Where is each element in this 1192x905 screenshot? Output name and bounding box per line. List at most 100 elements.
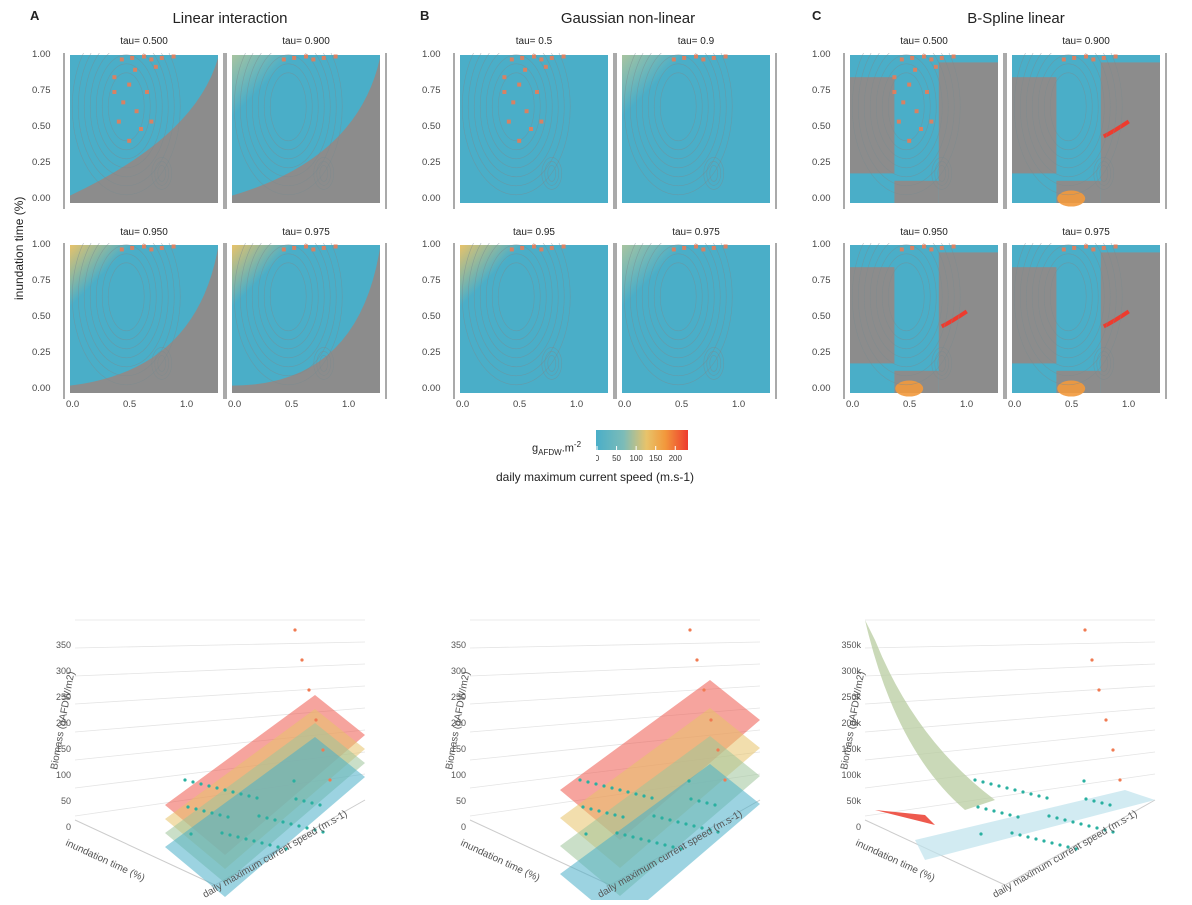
observation-point — [919, 127, 924, 131]
y-tick-label: 0.50 — [32, 311, 51, 322]
contour-line — [623, 53, 733, 196]
observation-point — [539, 247, 544, 252]
observation-point — [333, 54, 338, 59]
observation-point — [171, 244, 176, 249]
observation-point — [532, 54, 536, 59]
observation-point — [276, 845, 280, 849]
facet-plot — [63, 53, 225, 209]
contour-line — [245, 53, 331, 178]
observation-point — [692, 824, 696, 828]
observation-point — [149, 57, 154, 62]
contour-line — [316, 351, 332, 376]
contour-line — [1019, 243, 1117, 377]
observation-point — [605, 811, 609, 815]
density-contours — [851, 243, 961, 386]
observation-point — [924, 90, 929, 94]
z-tick-label: 200k — [841, 718, 861, 728]
contour-line — [544, 161, 560, 186]
contour-line — [485, 54, 547, 160]
x-axis-label-3d: inundation time (%) — [64, 838, 147, 884]
observation-point — [688, 628, 692, 632]
observation-point — [907, 82, 912, 87]
observation-point — [127, 82, 132, 87]
observation-point — [910, 55, 915, 60]
observation-point — [139, 127, 144, 131]
x-tick-label: 0.0 — [228, 399, 242, 410]
out-of-range-area — [232, 247, 380, 393]
observation-point — [202, 809, 206, 813]
contour-line — [934, 351, 950, 376]
observation-point — [676, 820, 680, 824]
grid-line — [74, 685, 366, 705]
x-tick-label: 0.5 — [674, 399, 689, 410]
observation-point — [318, 803, 322, 807]
y-tick-label: 1.00 — [32, 49, 51, 60]
z-tick-label: 100 — [56, 770, 71, 780]
contour-line — [1093, 157, 1115, 190]
observation-point — [284, 847, 288, 851]
z-tick-label: 150k — [841, 744, 861, 754]
observation-point — [1074, 847, 1078, 851]
observation-point — [989, 782, 993, 786]
observation-point — [321, 830, 325, 834]
z-tick-label: 0 — [66, 822, 71, 832]
z-tick-label: 300 — [56, 666, 71, 676]
density-contours — [1013, 53, 1123, 196]
z-tick-label: 50k — [846, 796, 861, 806]
contour-line — [251, 243, 325, 359]
contour-line — [659, 262, 697, 332]
contour-line — [467, 53, 565, 187]
observation-point — [257, 814, 261, 818]
observation-point — [1037, 794, 1041, 798]
observation-point — [1072, 55, 1077, 60]
observation-point — [973, 778, 977, 782]
observation-point — [142, 54, 146, 59]
z-axis-label: Biomass (gAFDW/m2) — [49, 671, 77, 771]
contour-line — [1096, 351, 1112, 376]
y-tick-label: 0.00 — [32, 193, 51, 204]
facet-plot — [843, 53, 1005, 209]
observation-point — [1066, 845, 1070, 849]
observation-point — [979, 832, 983, 836]
observation-point — [997, 784, 1001, 788]
contour-line — [316, 161, 332, 186]
contour-line — [497, 262, 535, 332]
legend-title: gAFDW.m-2 — [532, 440, 582, 457]
observation-point — [529, 127, 534, 131]
contour-line — [71, 53, 181, 196]
observation-point — [618, 788, 622, 792]
contour-line — [157, 355, 167, 372]
observation-point — [311, 57, 316, 62]
contour-line — [263, 63, 313, 151]
y-tick-label: 0.75 — [32, 275, 51, 286]
observation-point — [929, 119, 934, 124]
contour-line — [239, 53, 337, 187]
observation-point — [892, 75, 897, 80]
facet-label: tau= 0.975 — [672, 227, 720, 238]
observation-point — [671, 57, 676, 62]
grid-line — [469, 641, 761, 649]
quantile-surface — [560, 764, 760, 900]
out-of-range-area — [894, 180, 939, 203]
contour-line — [653, 63, 703, 151]
observation-point — [273, 818, 277, 822]
observation-point — [121, 100, 126, 105]
contour-line — [83, 53, 169, 178]
observation-point — [992, 809, 996, 813]
observation-point — [130, 245, 135, 250]
out-of-range-area — [232, 57, 380, 204]
x-axis-label: daily maximum current speed (m.s-1) — [495, 470, 695, 484]
observation-point — [297, 824, 301, 828]
contour-line — [629, 243, 727, 377]
contour-line — [623, 243, 733, 386]
z-tick-label: 0 — [461, 822, 466, 832]
out-of-range-area — [850, 267, 895, 364]
y-tick-label: 0.75 — [812, 85, 831, 96]
out-of-range-area — [70, 57, 218, 204]
contour-line — [473, 53, 559, 178]
contour-line — [485, 244, 547, 350]
z-tick-label: 50 — [456, 796, 466, 806]
observation-point — [265, 816, 269, 820]
facet-label: tau= 0.900 — [1062, 36, 1110, 47]
z-tick-label: 0 — [856, 822, 861, 832]
